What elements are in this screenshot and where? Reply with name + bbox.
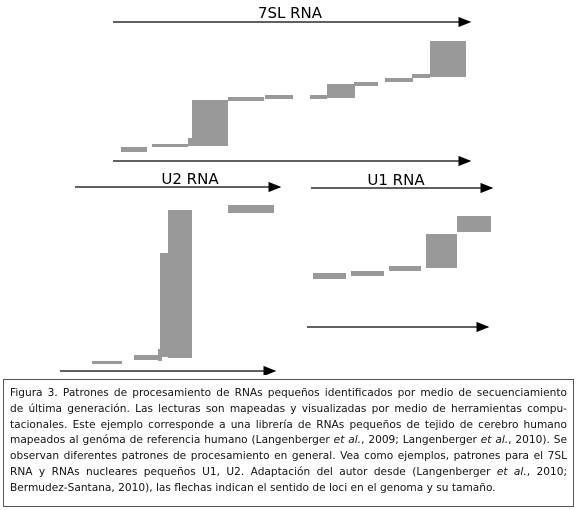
label: U1 RNA	[367, 171, 425, 189]
caption-line: observan diferentes patrones de procesam…	[10, 449, 567, 465]
text: mapeados al genóma de referencia humano …	[10, 434, 334, 447]
text: , 2010). Se	[508, 434, 568, 447]
text: tacionales. Este ejemplo corresponde a u…	[10, 418, 567, 431]
text: et al.	[496, 465, 527, 478]
text: et al.	[480, 434, 509, 447]
arrows	[60, 16, 494, 375]
text: RNA y RNAs nucleares pequeños U1, U2. Ad…	[10, 465, 497, 478]
text: Figura 3. Patrones de procesamiento de R…	[10, 387, 567, 399]
text: , 2009; Langenberger	[361, 434, 481, 447]
caption-line: mapeados al genóma de referencia humano …	[10, 433, 567, 449]
text: de última generación. Las lecturas son m…	[10, 402, 567, 415]
caption-line: Figura 3. Patrones de procesamiento de R…	[10, 386, 567, 402]
label: 7SL RNA	[258, 4, 323, 22]
text: et al.	[333, 434, 362, 447]
reads	[92, 41, 491, 364]
caption-line: de última generación. Las lecturas son m…	[10, 402, 567, 418]
caption-line: RNA y RNAs nucleares pequeños U1, U2. Ad…	[10, 465, 567, 481]
caption-line: tacionales. Este ejemplo corresponde a u…	[10, 418, 567, 434]
text: , 2010;	[526, 465, 568, 478]
text: Bermudez-Santana, 2010), las flechas ind…	[10, 481, 496, 494]
figure: 7SL RNA U2 RNA U1 RNA	[60, 4, 494, 375]
caption-line: Bermudez-Santana, 2010), las flechas ind…	[10, 481, 567, 497]
label: U2 RNA	[161, 170, 219, 188]
caption: Figura 3. Patrones de procesamiento de R…	[3, 379, 574, 507]
text: observan diferentes patrones de procesam…	[10, 450, 567, 463]
